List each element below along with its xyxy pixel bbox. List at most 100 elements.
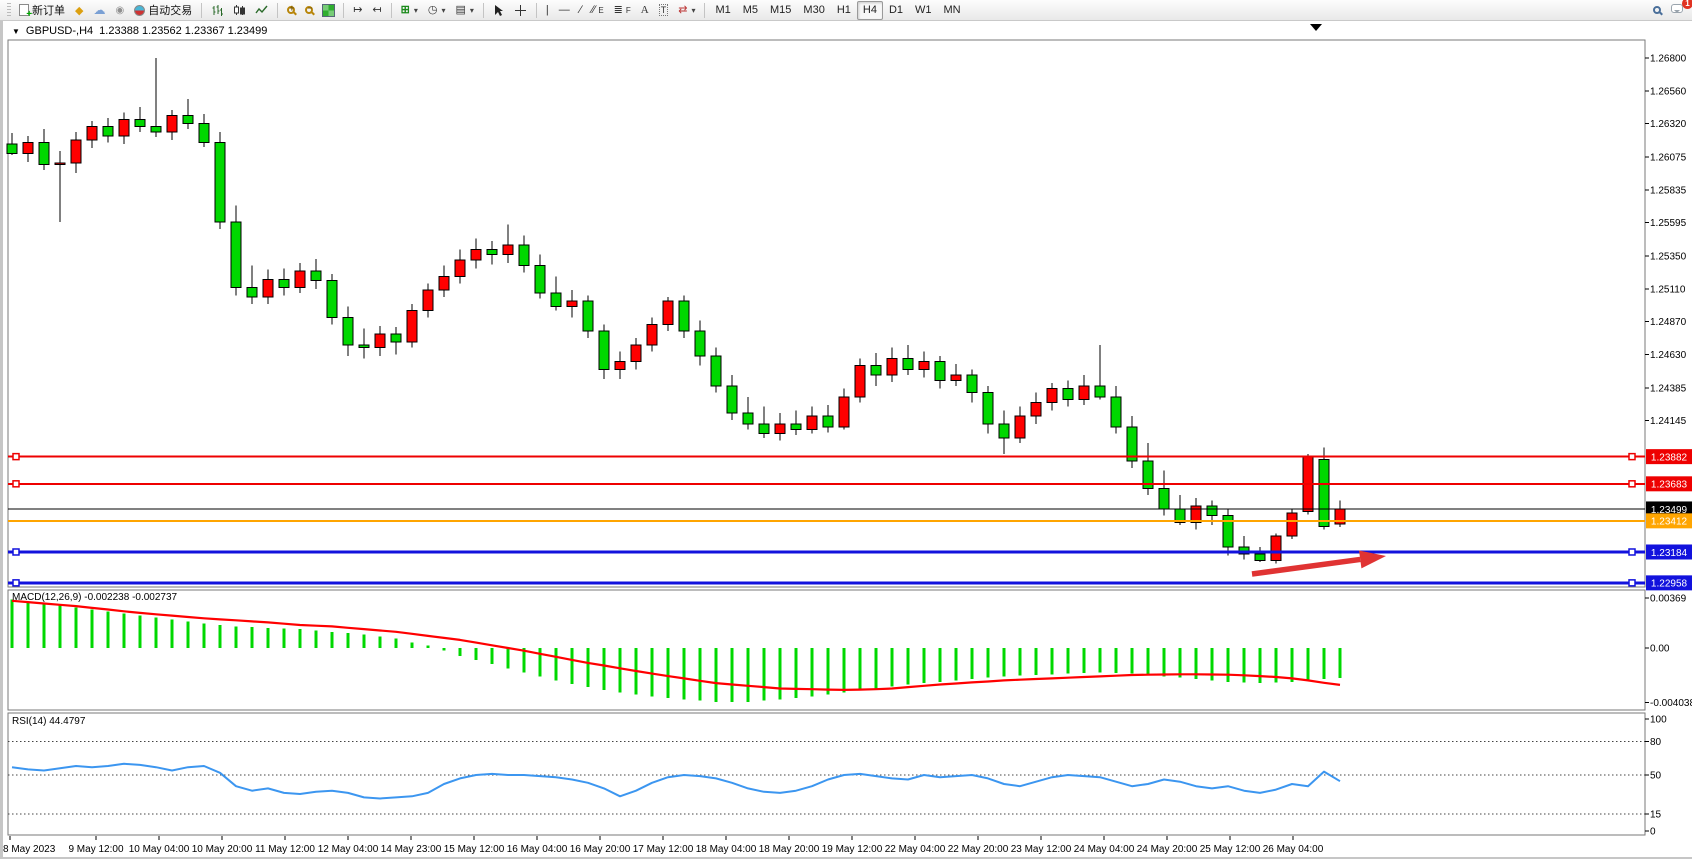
svg-text:-0.004038: -0.004038: [1650, 698, 1692, 709]
svg-text:100: 100: [1650, 715, 1667, 726]
periods-button[interactable]: ◷ ▾: [423, 1, 451, 20]
svg-text:9 May 12:00: 9 May 12:00: [68, 844, 123, 855]
svg-text:18 May 20:00: 18 May 20:00: [759, 844, 820, 855]
autotrading-button[interactable]: 自动交易: [129, 1, 197, 20]
signals-button[interactable]: ◉: [110, 1, 129, 20]
line-chart-button[interactable]: [250, 1, 273, 20]
horizontal-line-tool-button[interactable]: —: [554, 1, 575, 20]
crosshair-button[interactable]: [509, 1, 532, 20]
svg-text:1.25595: 1.25595: [1650, 218, 1687, 229]
rsi-line: [11, 762, 1341, 800]
symbol-title: GBPUSD-,H4: [25, 25, 94, 37]
svg-text:0.00369: 0.00369: [1650, 594, 1687, 605]
candlestick-chart-button[interactable]: [228, 1, 250, 20]
arrows-tool-button[interactable]: ⇄ ▾: [673, 1, 700, 20]
hline-1.23499[interactable]: 1.23499: [8, 501, 1692, 517]
macd-signal-line: [11, 599, 1341, 692]
chart-title-bar[interactable]: ▼ GBPUSD-,H4 1.23388 1.23562 1.23367 1.2…: [12, 25, 267, 37]
pane-frames: [7, 39, 1646, 836]
svg-text:1.24145: 1.24145: [1650, 416, 1687, 427]
svg-text:1.25350: 1.25350: [1650, 252, 1687, 263]
hline-1.23683[interactable]: 1.23683: [8, 476, 1692, 492]
svg-text:22 May 04:00: 22 May 04:00: [885, 844, 946, 855]
trendline-tool-button[interactable]: ∕: [575, 1, 587, 20]
auto-scroll-button[interactable]: ↦: [348, 1, 367, 20]
hline-1.23412[interactable]: 1.23412: [8, 513, 1692, 529]
search-icon: [1653, 6, 1661, 14]
rsi-value: 44.4797: [49, 716, 86, 727]
svg-text:16 May 20:00: 16 May 20:00: [570, 844, 631, 855]
text-tool-button[interactable]: A: [636, 1, 654, 20]
crosshair-icon: [514, 4, 526, 16]
svg-text:1.22958: 1.22958: [1651, 579, 1688, 590]
text-label-icon: T: [658, 4, 669, 16]
fibonacci-tool-button[interactable]: ≣ F: [609, 1, 636, 20]
svg-text:14 May 23:00: 14 May 23:00: [381, 844, 442, 855]
notifications-button[interactable]: 1: [1666, 0, 1692, 20]
timeframe-mn-button[interactable]: MN: [938, 1, 967, 20]
timeframe-m30-button[interactable]: M30: [797, 1, 830, 20]
search-button[interactable]: [1648, 1, 1666, 20]
indicators-dropdown-icon: ▾: [413, 5, 418, 15]
zoom-in-icon: +: [287, 3, 296, 14]
svg-text:24 May 04:00: 24 May 04:00: [1074, 844, 1135, 855]
hline-1.22958[interactable]: 1.22958: [8, 575, 1692, 591]
cursor-button[interactable]: [488, 1, 509, 20]
arrows-icon: ⇄: [678, 3, 688, 16]
new-order-icon: +: [19, 4, 32, 20]
chart-top-marker: [1310, 24, 1322, 31]
signals-icon: ◉: [115, 4, 125, 16]
trendline-icon: ∕: [579, 3, 582, 16]
notification-badge: 1: [1682, 0, 1692, 9]
hline-1.23882[interactable]: 1.23882: [8, 449, 1692, 465]
trend-arrow-annotation[interactable]: [1251, 550, 1386, 577]
svg-text:1.25835: 1.25835: [1650, 185, 1687, 196]
svg-text:1.26320: 1.26320: [1650, 119, 1687, 130]
svg-text:19 May 12:00: 19 May 12:00: [822, 844, 883, 855]
timeframe-m15-button[interactable]: M15: [764, 1, 797, 20]
vertical-line-icon: |: [545, 3, 549, 16]
bar-chart-button[interactable]: [206, 1, 228, 20]
metaquotes-button[interactable]: ◆: [70, 1, 88, 20]
svg-text:16 May 04:00: 16 May 04:00: [507, 844, 568, 855]
chart-shift-button[interactable]: ↤: [367, 1, 386, 20]
timeframe-h4-button[interactable]: H4: [856, 0, 883, 20]
zoom-out-button[interactable]: −: [300, 1, 318, 20]
community-button[interactable]: ☁: [88, 1, 110, 20]
svg-text:22 May 20:00: 22 May 20:00: [948, 844, 1009, 855]
macd-axis: 0.00369 0.00 -0.004038: [1645, 594, 1692, 709]
templates-button[interactable]: ▤ ▾: [451, 1, 479, 20]
indicators-button[interactable]: ⊞ ▾: [396, 1, 423, 20]
new-order-button[interactable]: + 新订单: [14, 1, 70, 20]
timeframe-h1-button[interactable]: H1: [831, 1, 857, 20]
svg-text:8 May 2023: 8 May 2023: [3, 844, 56, 855]
tile-windows-button[interactable]: [318, 1, 339, 20]
arrows-dropdown-icon: ▾: [691, 5, 696, 15]
rsi-axis: 100 80 50 15 0: [1645, 715, 1667, 838]
channel-tool-button[interactable]: ∕∕ E: [587, 1, 609, 20]
tile-windows-icon: [322, 3, 336, 17]
clock-icon: ◷: [427, 3, 438, 16]
macd-histogram: [10, 599, 1342, 702]
toolbar-grip[interactable]: [7, 3, 11, 17]
svg-text:0: 0: [1650, 827, 1656, 838]
timeframe-m5-button[interactable]: M5: [737, 1, 764, 20]
text-label-tool-button[interactable]: T: [654, 1, 674, 20]
zoom-out-icon: −: [305, 3, 314, 14]
vertical-line-tool-button[interactable]: |: [541, 1, 554, 20]
price-chart[interactable]: 1.26800 1.26560 1.26320 1.26075 1.25835 1.255…: [0, 21, 1692, 859]
hline-1.23184[interactable]: 1.23184: [8, 544, 1692, 560]
svg-text:1.25110: 1.25110: [1650, 284, 1686, 295]
periods-dropdown-icon: ▾: [441, 5, 446, 15]
rsi-pane-label: RSI(14) 44.4797: [12, 716, 85, 727]
timeframe-d1-button[interactable]: D1: [883, 1, 909, 20]
svg-text:1.24385: 1.24385: [1650, 383, 1687, 394]
macd-pane-label: MACD(12,26,9) -0.002238 -0.002737: [12, 592, 177, 603]
timeframe-m1-button[interactable]: M1: [709, 1, 736, 20]
svg-text:0.00: 0.00: [1650, 644, 1670, 655]
svg-text:18 May 04:00: 18 May 04:00: [696, 844, 757, 855]
timeframe-w1-button[interactable]: W1: [909, 1, 938, 20]
svg-text:1.23184: 1.23184: [1651, 548, 1688, 559]
svg-text:1.26800: 1.26800: [1650, 54, 1687, 65]
zoom-in-button[interactable]: +: [282, 1, 300, 20]
